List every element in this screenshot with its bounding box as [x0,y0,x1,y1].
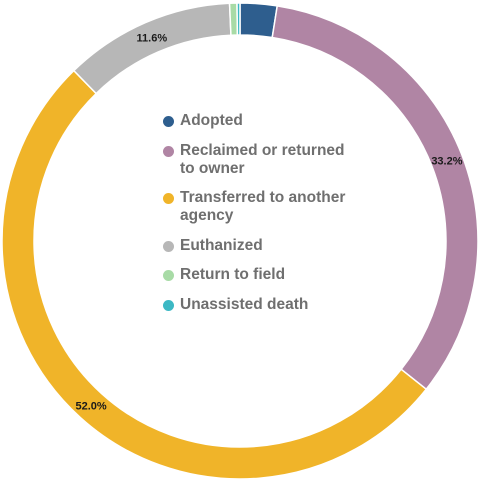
legend-label-unassisted-death: Unassisted death [180,295,309,313]
legend-item-unassisted-death: Unassisted death [162,296,352,314]
legend-label-adopted: Adopted [180,112,243,129]
legend-swatch-transferred [163,193,174,204]
data-label-reclaimed: 33.2% [431,156,462,168]
legend-label-return-to-field: Return to field [180,266,286,283]
legend-label-euthanized: Euthanized [180,236,263,254]
slice-adopted [239,2,279,39]
slice-unassisted-death [236,2,241,36]
legend-item-reclaimed: Reclaimed or returned to owner [162,142,352,178]
legend-item-adopted: Adopted [162,112,352,130]
legend-swatch-euthanized [163,240,174,252]
legend-item-return-to-field: Return to field [162,266,352,284]
data-label-transferred: 52.0% [76,401,107,413]
legend-swatch-unassisted-death [163,299,174,311]
slice-transferred [1,69,428,480]
chart-legend: Adopted Reclaimed or returned to owner T… [162,112,352,325]
legend-label-transferred: Transferred to another agency [180,189,346,224]
legend-item-transferred: Transferred to another agency [162,189,352,225]
slice-euthanized [72,2,232,95]
data-label-euthanized: 11.6% [137,32,168,44]
slice-return-to-field [228,2,239,36]
legend-swatch-adopted [163,116,174,127]
legend-item-euthanized: Euthanized [162,237,352,255]
legend-label-reclaimed: Reclaimed or returned to owner [180,141,345,177]
legend-swatch-return-to-field [163,270,174,281]
legend-swatch-reclaimed [163,145,174,157]
